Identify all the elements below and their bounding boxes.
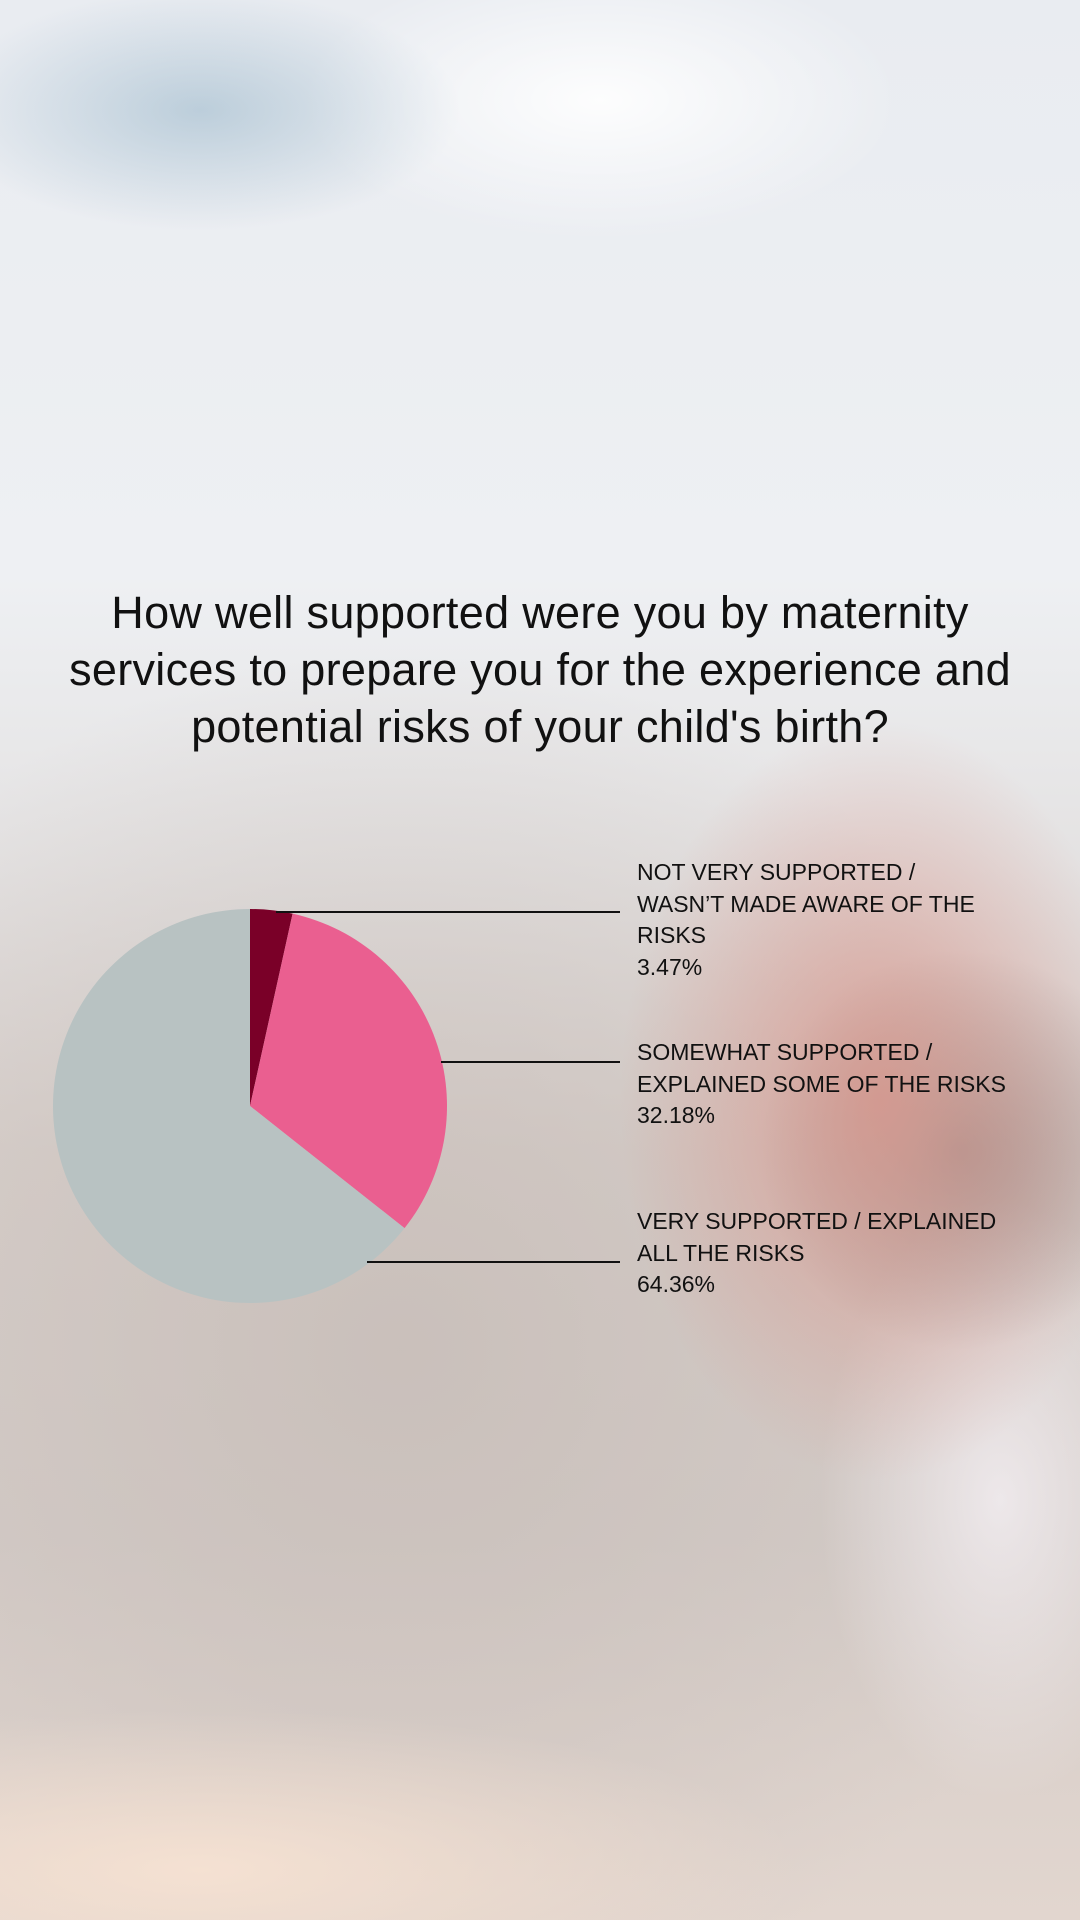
slice-value-label: 64.36% xyxy=(637,1271,716,1297)
slice-value-label: 3.47% xyxy=(637,953,703,980)
chart-title: How well supported were you by maternity… xyxy=(69,587,1011,752)
legend-label-somewhat-supported: SOMEWHAT SUPPORTED / EXPLAINED SOME OF T… xyxy=(637,1037,1057,1132)
pie-slice xyxy=(250,913,448,1229)
legend-label-very-supported: VERY SUPPORTED / EXPLAINED ALL THE RISKS… xyxy=(637,1206,1037,1301)
slice-value-label: 32.18% xyxy=(637,1102,716,1128)
pie-slice xyxy=(250,909,293,1106)
pie-slice xyxy=(53,909,405,1303)
slice-label: SOMEWHAT SUPPORTED / EXPLAINED SOME OF T… xyxy=(637,1039,1006,1097)
slice-label: VERY SUPPORTED / EXPLAINED ALL THE RISKS xyxy=(637,1208,997,1266)
slice-label: NOT VERY SUPPORTED / WASN’T MADE AWARE O… xyxy=(637,859,975,948)
legend-label-not-very-supported: NOT VERY SUPPORTED / WASN’T MADE AWARE O… xyxy=(637,857,997,983)
